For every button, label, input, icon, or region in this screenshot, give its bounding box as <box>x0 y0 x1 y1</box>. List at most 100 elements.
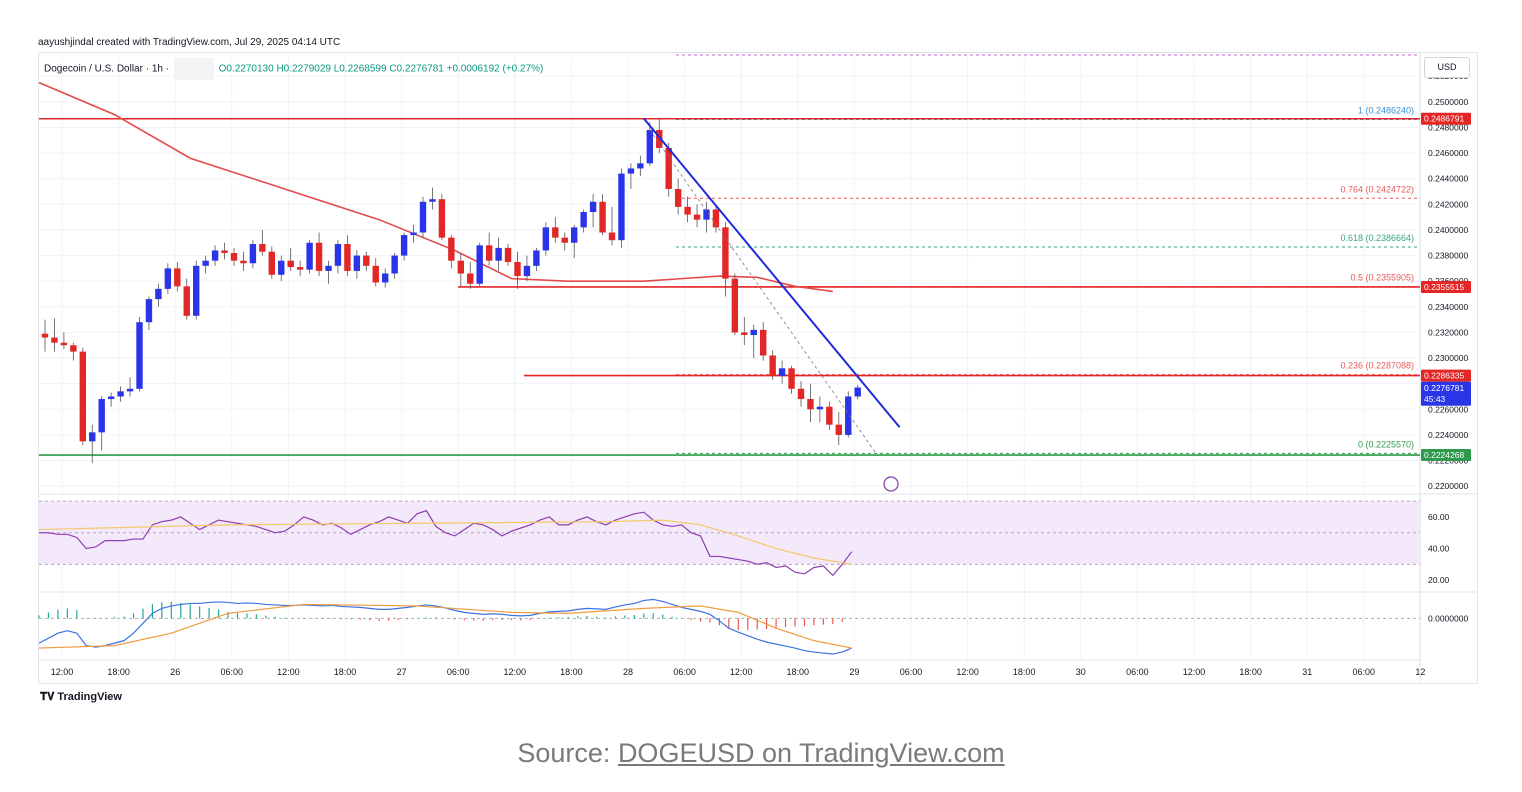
candle-body <box>646 130 653 164</box>
tradingview-label: TradingView <box>57 691 122 703</box>
symbol-name[interactable]: Dogecoin / U.S. Dollar · 1h · <box>44 63 170 75</box>
candle-body <box>533 250 540 266</box>
price-tick-label: 0.2260000 <box>1428 404 1468 414</box>
candle-body <box>788 368 795 389</box>
chart-panel[interactable] <box>38 52 1478 684</box>
candle-body <box>174 268 181 287</box>
candle-body <box>684 206 691 215</box>
candle-body <box>268 251 275 275</box>
candle-body <box>429 199 436 202</box>
price-tick-label: 0.2400000 <box>1428 225 1468 235</box>
candle-body <box>476 245 483 284</box>
candle-body <box>315 242 323 271</box>
candle-body <box>457 260 464 274</box>
last-price-value: 0.2276781 <box>1424 383 1464 393</box>
moving-average-line <box>38 81 833 293</box>
candle-body <box>193 265 200 316</box>
candle-body <box>741 332 748 335</box>
candle-body <box>136 322 143 389</box>
x-tick-label: 12:00 <box>1183 667 1206 677</box>
x-tick-label: 06:00 <box>1126 667 1149 677</box>
candle-body <box>79 351 86 442</box>
ohlc-values: O0.2270130 H0.2279029 L0.2268599 C0.2276… <box>218 63 544 75</box>
fib-level-label: 0 (0.2225570) <box>1358 439 1414 449</box>
price-level-tag-text: 0.2224268 <box>1424 450 1464 460</box>
candle-body <box>599 201 606 233</box>
candle-body <box>164 268 172 289</box>
candle-body <box>60 342 68 346</box>
rsi-tick-label: 60.00 <box>1428 512 1450 522</box>
fib-level-label: 1 (0.2486240) <box>1358 106 1414 116</box>
candle-body <box>259 244 266 252</box>
candle-body <box>835 424 842 435</box>
price-level-tag <box>1421 280 1471 293</box>
last-price-tag <box>1421 381 1471 406</box>
candle-body <box>637 163 644 169</box>
price-tick-label: 0.2460000 <box>1428 148 1468 158</box>
candle-body <box>202 260 209 266</box>
replay-icon <box>883 476 899 492</box>
x-tick-label: 06:00 <box>221 667 244 677</box>
candle-body <box>448 237 455 261</box>
candle-body <box>382 273 389 283</box>
candle-body <box>674 188 682 207</box>
candle-body <box>693 214 701 220</box>
price-tick-label: 0.2340000 <box>1428 302 1468 312</box>
price-level-tag-text: 0.2486791 <box>1424 114 1464 124</box>
candle-body <box>51 337 58 343</box>
bar-countdown: 45:43 <box>1424 394 1446 404</box>
x-tick-label: 06:00 <box>1353 667 1376 677</box>
x-tick-label: 06:00 <box>673 667 696 677</box>
candle-body <box>211 250 219 261</box>
source-link[interactable]: DOGEUSD on TradingView.com <box>617 738 1005 768</box>
candle-body <box>542 227 550 251</box>
candle-body <box>523 265 531 277</box>
candle-body <box>372 265 379 283</box>
x-tick-label: 06:00 <box>900 667 923 677</box>
price-tick-label: 0.2200000 <box>1428 481 1468 491</box>
price-tick-label: 0.2300000 <box>1428 353 1468 363</box>
price-tick-label: 0.2500000 <box>1428 97 1468 107</box>
candle-body <box>391 255 398 274</box>
candle-body <box>571 227 578 243</box>
candle-body <box>854 387 861 397</box>
candle-body <box>826 406 833 425</box>
candle-body <box>731 278 739 333</box>
candle-body <box>438 199 446 238</box>
candle-body <box>656 130 663 148</box>
candle-body <box>561 237 568 243</box>
price-level-tag <box>1421 112 1471 125</box>
candle-body <box>107 396 115 400</box>
candle-body <box>495 247 502 261</box>
candle-body <box>325 265 332 271</box>
candle-body <box>249 244 257 264</box>
x-tick-label: 28 <box>623 667 633 677</box>
candle-body <box>712 209 720 228</box>
candle-body <box>514 261 521 277</box>
x-tick-label: 06:00 <box>447 667 470 677</box>
x-tick-label: 18:00 <box>1013 667 1036 677</box>
fib-level-label: 0.764 (0.2424722) <box>1340 184 1414 194</box>
x-tick-label: 12:00 <box>730 667 753 677</box>
candle-body <box>807 399 814 410</box>
candle-body <box>750 329 757 335</box>
candle-body <box>98 399 105 433</box>
candle-body <box>353 255 361 271</box>
candle-body <box>769 355 776 376</box>
candle-body <box>155 288 162 300</box>
author-caption: aayushjindal created with TradingView.co… <box>38 37 341 48</box>
x-tick-label: 26 <box>170 667 180 677</box>
candle-body <box>183 286 190 316</box>
candle-body <box>703 209 710 220</box>
x-tick-label: 29 <box>849 667 859 677</box>
macd-signal-line <box>38 603 852 649</box>
candle-body <box>230 253 238 261</box>
price-tick-label: 0.2480000 <box>1428 122 1468 132</box>
candle-body <box>618 173 625 241</box>
x-tick-label: 12:00 <box>51 667 74 677</box>
candle-body <box>485 245 493 261</box>
price-tick-label: 0.2440000 <box>1428 174 1468 184</box>
x-tick-label: 18:00 <box>1239 667 1262 677</box>
currency-button[interactable]: USD <box>1424 57 1470 78</box>
